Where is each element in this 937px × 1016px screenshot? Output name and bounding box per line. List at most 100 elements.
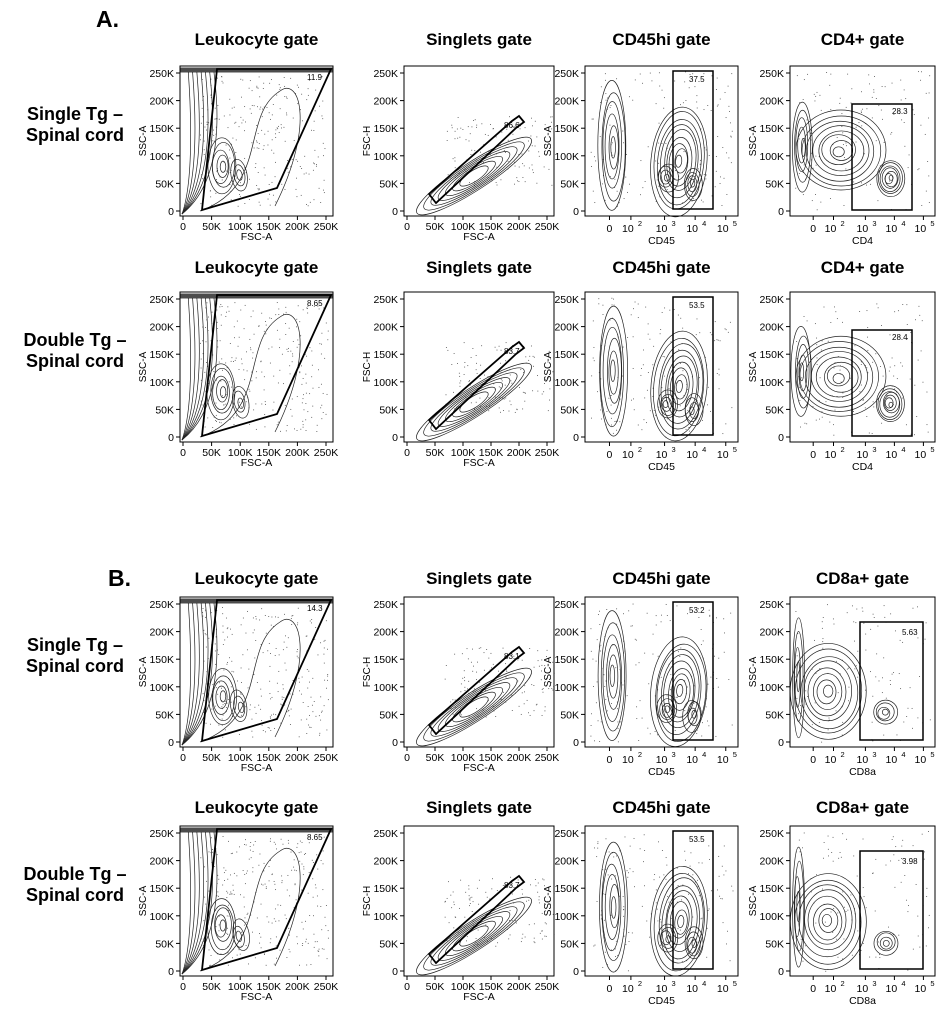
x-axis-label: CD8a (849, 995, 876, 1007)
x-axis-label: FSC-A (241, 457, 273, 469)
plot-frame (584, 291, 739, 443)
x-tick-label: 0 (180, 752, 186, 764)
x-tick-label: 150K (257, 447, 282, 459)
y-axis-label: SSC-A (138, 885, 149, 916)
y-tick-label: 0 (392, 737, 398, 749)
x-tick-exponent: 5 (733, 445, 737, 454)
y-tick-label: 100K (759, 151, 784, 163)
x-axis-label: FSC-A (241, 991, 273, 1003)
plot-frame (179, 825, 334, 977)
x-tick-label: 0 (404, 752, 410, 764)
flow-plot-cd45: 0 50K 100K 150K 200K 250K SSC-A 0 10 2 10 3 10 4 10 5 CD… (543, 825, 748, 1016)
plot-contours (789, 831, 930, 972)
panel-title: CD45hi gate (612, 798, 711, 817)
x-tick-label: 10 (717, 983, 729, 995)
gate-rectangle (859, 621, 924, 741)
x-tick-label: 150K (257, 752, 282, 764)
y-axis-label: SSC-A (543, 351, 554, 382)
panel-title: Leukocyte gate (194, 30, 319, 49)
x-tick-label: 100K (451, 447, 476, 459)
x-tick-label: 0 (607, 449, 613, 461)
gate-polygon (427, 645, 526, 736)
x-tick-label: 200K (507, 752, 532, 764)
row-label-line: Spinal cord (25, 885, 124, 905)
y-tick-label: 100K (759, 682, 784, 694)
y-tick-label: 100K (373, 377, 398, 389)
y-tick-label: 150K (149, 883, 174, 895)
y-axis-label: SSC-A (138, 656, 149, 687)
gate-value: 5.63 (902, 628, 918, 637)
x-tick-label: 10 (717, 449, 729, 461)
y-tick-label: 150K (759, 654, 784, 666)
x-axis-label: CD45 (648, 235, 675, 247)
x-tick-label: 150K (479, 221, 504, 233)
gate-rectangle (859, 850, 924, 970)
x-tick-exponent: 5 (733, 219, 737, 228)
panel-title: Singlets gate (426, 30, 532, 49)
y-tick-label: 100K (149, 151, 174, 163)
plot-frame (789, 65, 936, 217)
y-tick-label: 50K (560, 178, 579, 190)
x-tick-label: 10 (825, 449, 837, 461)
x-tick-label: 250K (535, 981, 560, 993)
y-tick-label: 100K (373, 682, 398, 694)
y-tick-label: 100K (373, 151, 398, 163)
x-tick-exponent: 3 (872, 750, 876, 759)
x-tick-exponent: 5 (930, 750, 934, 759)
y-tick-label: 200K (759, 322, 784, 334)
y-tick-label: 50K (379, 709, 398, 721)
x-axis-label: FSC-A (463, 231, 495, 243)
x-tick-label: 10 (886, 449, 898, 461)
section-label: B. (108, 565, 131, 591)
y-tick-label: 150K (554, 883, 579, 895)
x-tick-label: 150K (257, 221, 282, 233)
y-tick-label: 0 (778, 206, 784, 218)
gate-polygon (200, 599, 333, 743)
x-axis-label: CD8a (849, 766, 876, 778)
y-tick-label: 50K (155, 709, 174, 721)
row-label-line: Single Tg – (26, 104, 123, 124)
x-tick-exponent: 2 (638, 750, 642, 759)
row-label-line: Single Tg – (26, 635, 123, 655)
row-label: Double Tg – Spinal cord (0, 330, 150, 372)
x-tick-exponent: 4 (702, 750, 706, 759)
x-tick-label: 10 (622, 754, 634, 766)
x-tick-label: 250K (314, 221, 339, 233)
x-tick-label: 10 (622, 449, 634, 461)
y-tick-label: 100K (554, 151, 579, 163)
x-tick-label: 50K (202, 752, 221, 764)
y-tick-label: 200K (149, 322, 174, 334)
flow-plot-singlets: 0 50K 100K 150K 200K 250K FSC-H 0 50K 100K 150K 200… (362, 596, 564, 787)
x-tick-label: 0 (810, 754, 816, 766)
panel-title: Leukocyte gate (194, 569, 319, 588)
gate-rectangle (672, 296, 714, 436)
y-axis-label: SSC-A (138, 125, 149, 156)
y-tick-label: 250K (554, 599, 579, 611)
y-tick-label: 0 (168, 432, 174, 444)
x-tick-exponent: 3 (872, 219, 876, 228)
y-tick-label: 50K (155, 404, 174, 416)
y-tick-label: 250K (149, 294, 174, 306)
row-label-line: Double Tg – (23, 330, 127, 350)
y-tick-label: 50K (155, 178, 174, 190)
y-tick-label: 200K (149, 856, 174, 868)
y-tick-label: 250K (759, 599, 784, 611)
plot-frame (584, 825, 739, 977)
y-axis-label: FSC-H (362, 886, 373, 917)
y-tick-label: 50K (379, 178, 398, 190)
x-tick-label: 10 (825, 983, 837, 995)
gate-value: 53.5 (689, 835, 705, 844)
y-tick-label: 150K (759, 123, 784, 135)
gate-polygon (427, 114, 526, 205)
y-tick-label: 50K (560, 709, 579, 721)
y-tick-label: 0 (392, 432, 398, 444)
gate-value: 53.5 (689, 301, 705, 310)
panel-title: CD8a+ gate (815, 569, 910, 588)
gate-value: 8.65 (307, 833, 323, 842)
row-label: Double Tg – Spinal cord (0, 864, 150, 906)
x-tick-label: 10 (857, 983, 869, 995)
x-tick-label: 200K (285, 752, 310, 764)
section-label: A. (96, 6, 119, 32)
gate-value: 3.98 (902, 857, 918, 866)
y-tick-label: 0 (392, 966, 398, 978)
